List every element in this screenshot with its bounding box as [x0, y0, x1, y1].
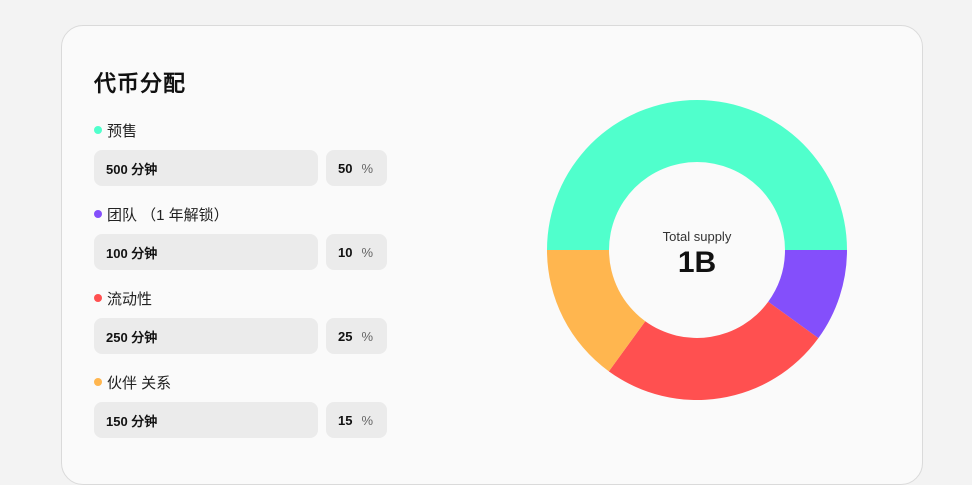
amount-field[interactable]: 250 分钟: [94, 318, 318, 354]
percent-unit: %: [361, 160, 374, 176]
amount-field[interactable]: 150 分钟: [94, 402, 318, 438]
token-allocation-card: 代币分配 预售 500 分钟 50 % 团队 （1 年解锁） 100 分钟 10…: [61, 25, 923, 485]
allocation-label: 预售: [107, 122, 138, 140]
percent-field[interactable]: 10 %: [326, 234, 387, 270]
donut-chart: [547, 100, 847, 400]
allocation-label: 伙伴 关系: [107, 374, 172, 392]
percent-value: 25: [338, 328, 353, 344]
legend-dot: [94, 210, 102, 218]
allocation-item-team: 团队 （1 年解锁） 100 分钟 10 %: [94, 204, 387, 270]
legend-dot: [94, 378, 102, 386]
allocation-item-liquidity: 流动性 250 分钟 25 %: [94, 288, 387, 354]
allocation-item-presale: 预售 500 分钟 50 %: [94, 120, 387, 186]
total-supply-value: 1B: [677, 246, 717, 279]
percent-field[interactable]: 15 %: [326, 402, 387, 438]
donut-slice-3: [608, 301, 819, 400]
percent-field[interactable]: 25 %: [326, 318, 387, 354]
percent-unit: %: [361, 328, 374, 344]
donut-slice-4: [547, 250, 646, 372]
percent-value: 10: [338, 244, 353, 260]
card-title: 代币分配: [94, 71, 187, 96]
amount-field[interactable]: 500 分钟: [94, 150, 318, 186]
percent-field[interactable]: 50 %: [326, 150, 387, 186]
allocation-label: 团队 （1 年解锁）: [107, 206, 229, 224]
total-supply-label: Total supply: [662, 229, 732, 244]
donut-slice-1: [547, 100, 847, 250]
legend-dot: [94, 126, 102, 134]
allocation-item-partnership: 伙伴 关系 150 分钟 15 %: [94, 372, 387, 438]
legend-dot: [94, 294, 102, 302]
percent-unit: %: [361, 244, 374, 260]
percent-unit: %: [361, 412, 374, 428]
percent-value: 50: [338, 160, 353, 176]
percent-value: 15: [338, 412, 353, 428]
amount-field[interactable]: 100 分钟: [94, 234, 318, 270]
allocation-label: 流动性: [107, 290, 153, 308]
donut-slice-2: [768, 250, 847, 339]
